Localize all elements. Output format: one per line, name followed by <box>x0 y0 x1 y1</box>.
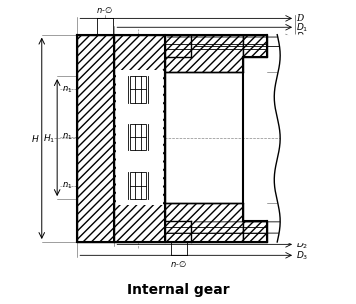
Text: $b$: $b$ <box>293 132 300 143</box>
Text: $D_e$: $D_e$ <box>297 216 309 228</box>
Bar <box>130 123 146 150</box>
Text: $D_L$: $D_L$ <box>297 31 309 43</box>
Text: $n_1$: $n_1$ <box>62 84 72 95</box>
Text: D: D <box>297 14 304 23</box>
Text: $n_1$: $n_1$ <box>62 181 72 191</box>
Bar <box>116 70 163 205</box>
Bar <box>165 203 243 242</box>
Text: $n_1$: $n_1$ <box>62 132 72 142</box>
Bar <box>114 35 165 242</box>
Bar <box>130 76 146 103</box>
Bar <box>165 35 243 72</box>
Text: $D_1$: $D_1$ <box>297 21 309 33</box>
Text: $d_1$: $d_1$ <box>297 40 308 53</box>
Text: $D_3$: $D_3$ <box>297 249 309 261</box>
Bar <box>77 35 114 242</box>
Bar <box>243 221 267 242</box>
Text: $D_2$: $D_2$ <box>297 238 309 250</box>
Text: $H_1$: $H_1$ <box>43 132 56 145</box>
Text: $n$-$\varnothing$: $n$-$\varnothing$ <box>96 5 113 15</box>
Bar <box>243 35 267 57</box>
Text: $n$-$\varnothing$: $n$-$\varnothing$ <box>170 259 187 269</box>
Bar <box>130 172 146 199</box>
Text: Internal gear: Internal gear <box>127 283 229 297</box>
Text: $H$: $H$ <box>31 133 40 144</box>
Text: $d$: $d$ <box>297 228 304 239</box>
